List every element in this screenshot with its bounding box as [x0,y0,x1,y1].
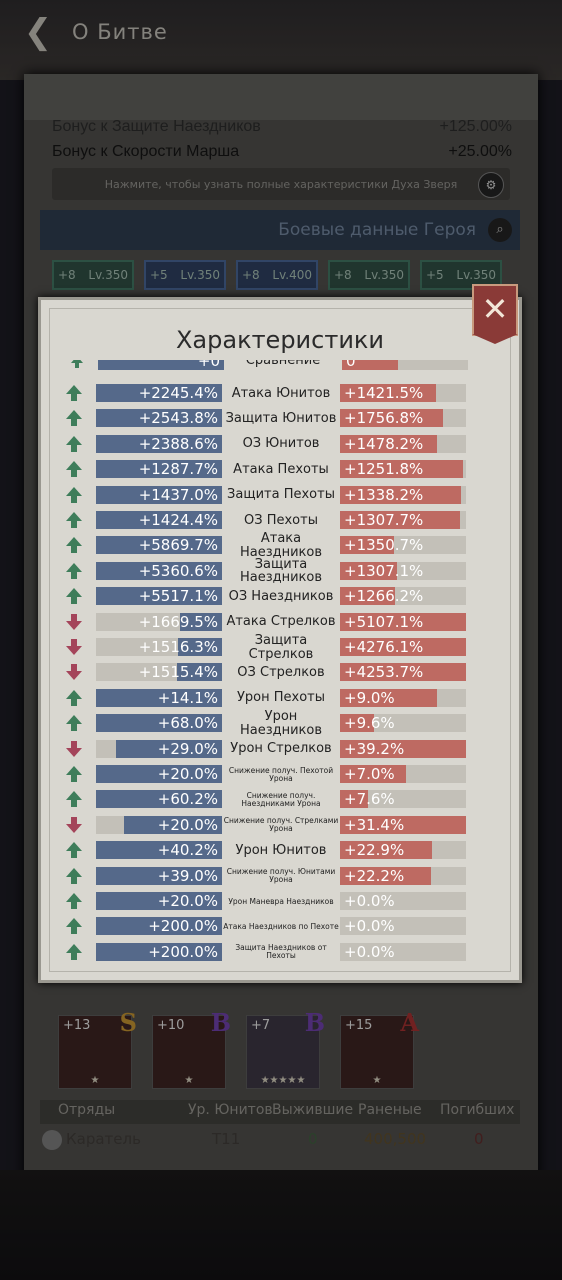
skill-slot[interactable]: +13 S ★ [58,1008,137,1089]
top-header: ❮ О Битве [0,0,562,64]
header-background [0,0,562,80]
hero-battle-data-bar[interactable]: Боевые данные Героя ⌕ [40,210,520,250]
troop-wounded: 400,500 [364,1130,427,1148]
page-title: О Битве [72,20,168,44]
skill-grade: B [304,1008,325,1037]
bonus-value: +125.00% [439,118,512,135]
right-value: 0 [346,360,356,370]
troop-name: Каратель [66,1130,141,1148]
skill-slot[interactable]: +15 A ★ [340,1008,419,1089]
bonus-row-rider-defense: Бонус к Защите Наездников +125.00% [52,118,512,142]
hero-level: Lv.350 [88,268,128,282]
right-value-bar: 0 [342,360,468,370]
skill-grade: B [210,1008,231,1037]
hero-level: Lv.350 [180,268,220,282]
troop-type-icon [42,1130,62,1150]
beast-spirit-icon: ⚙ [478,172,504,198]
hero-plus: +8 [58,268,76,282]
hero-chip[interactable]: +8 Lv.400 [236,260,318,290]
hero-plus: +5 [150,268,168,282]
skill-slot[interactable]: +7 B ★★★★★ [246,1008,325,1089]
battle-data-label: Боевые данные Героя [278,220,476,240]
magnifier-icon[interactable]: ⌕ [488,218,512,242]
troops-table-header: Отряды Ур. Юнитов Выжившие Раненые Погиб… [40,1100,520,1124]
report-panel-top [24,74,538,120]
close-ribbon-tail [472,334,518,344]
bottom-frame [0,1170,562,1280]
bonus-label: Бонус к Скорости Марша [52,143,240,160]
hero-plus: +8 [334,268,352,282]
hero-level: Lv.350 [456,268,496,282]
skill-slot[interactable]: +10 B ★ [152,1008,231,1089]
hero-chip[interactable]: +8 Lv.350 [52,260,134,290]
beast-spirit-hint-button[interactable]: Нажмите, чтобы узнать полные характерист… [52,168,510,200]
col-troops: Отряды [58,1102,116,1118]
hero-plus: +5 [426,268,444,282]
troop-level: T11 [212,1130,241,1148]
right-value-fill [342,360,398,370]
col-killed: Погибших [440,1102,515,1118]
hero-chip[interactable]: +8 Lv.350 [328,260,410,290]
modal-frame [49,308,511,972]
modal-title: Характеристики [175,326,385,354]
close-icon: ✕ [481,290,509,328]
bonus-value: +25.00% [448,143,512,160]
skill-grade: S [119,1008,137,1037]
hero-level: Lv.350 [364,268,404,282]
partial-row: +0 Сравнение 0 [64,360,474,378]
skill-plus: +7 [251,1018,271,1033]
stats-modal: Характеристики [38,297,522,983]
skill-slots: +13 S ★ +10 B ★ +7 B ★★★★★ +15 A ★ [56,1008,506,1090]
col-unit-level: Ур. Юнитов [188,1102,273,1118]
hero-chip[interactable]: +5 Lv.350 [144,260,226,290]
troop-survived: 0 [308,1130,318,1148]
star-icon: ★ [90,1075,100,1086]
bonus-row-march-speed: Бонус к Скорости Марша +25.00% [52,143,512,167]
hero-level: Lv.400 [272,268,312,282]
skill-plus: +10 [157,1018,185,1033]
back-chevron-icon[interactable]: ❮ [23,12,53,52]
left-value-bar: +0 [98,360,224,370]
table-row: Каратель T11 0 400,500 0 [40,1128,520,1154]
col-wounded: Раненые [358,1102,422,1118]
star-icon: ★★★★★ [260,1075,306,1086]
stat-label: Сравнение [245,360,321,368]
troop-killed: 0 [474,1130,484,1148]
star-icon: ★ [184,1075,194,1086]
close-button[interactable]: ✕ [472,284,518,336]
skill-plus: +13 [63,1018,91,1033]
col-survived: Выжившие [272,1102,354,1118]
skill-grade: A [400,1008,419,1037]
arrow-up-icon [70,360,84,368]
left-value: +0 [197,360,220,370]
hero-plus: +8 [242,268,260,282]
skill-plus: +15 [345,1018,373,1033]
hint-text: Нажмите, чтобы узнать полные характерист… [104,177,458,191]
star-icon: ★ [372,1075,382,1086]
bonus-label: Бонус к Защите Наездников [52,118,261,135]
